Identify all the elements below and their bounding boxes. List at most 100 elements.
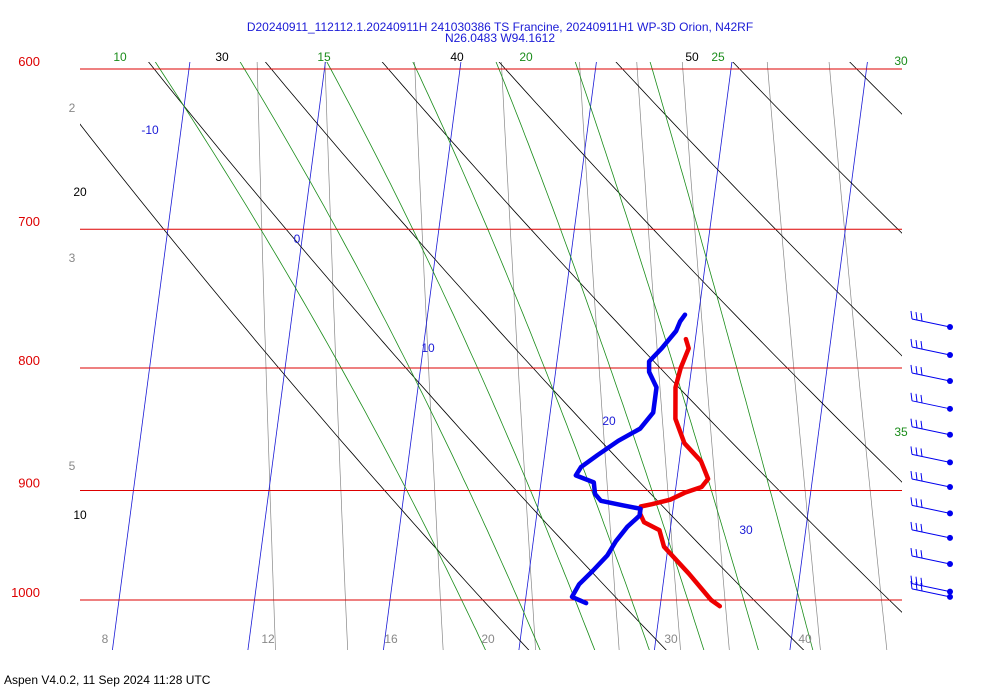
sounding-profiles — [569, 312, 723, 609]
wind-barb-staff — [911, 426, 951, 436]
wind-barb-flag — [910, 446, 913, 455]
wind-barb — [910, 580, 953, 600]
isotherm-line — [518, 62, 597, 650]
wind-barb-flag — [910, 547, 913, 557]
mixing-ratio-line — [766, 62, 821, 650]
wind-barb — [910, 575, 953, 595]
moist-adiabat-label: 35 — [894, 425, 908, 439]
wind-barb — [910, 392, 953, 412]
wind-barb-flag — [910, 521, 913, 530]
wind-barb — [910, 364, 953, 384]
isobar-lines — [80, 68, 902, 601]
wind-barb-flag — [910, 580, 913, 589]
wind-barb-staff — [911, 400, 951, 410]
wind-barb-flag — [920, 366, 923, 376]
wind-barb-flag — [910, 310, 913, 320]
wind-barb-flag — [910, 470, 913, 480]
mixing-ratio-tick-label: 12 — [261, 632, 275, 646]
wind-barb — [910, 521, 953, 541]
dry-adiabat-line — [849, 62, 902, 115]
wind-barb-dot — [947, 459, 953, 466]
wind-barb-staff — [911, 453, 951, 463]
footer-version: Aspen V4.0.2, 11 Sep 2024 11:28 UTC — [4, 673, 211, 687]
moist-adiabat-label: 20 — [519, 50, 533, 64]
wind-barb-staff — [911, 346, 951, 356]
wind-barb-staff — [911, 555, 951, 565]
wind-barb-flag — [915, 393, 918, 402]
dry-adiabat-label: 20 — [73, 185, 87, 199]
dry-adiabat-line — [148, 62, 667, 650]
dewpoint-profile — [569, 312, 688, 606]
dry-adiabat-label: 30 — [215, 50, 229, 64]
wind-barb-flag — [910, 418, 913, 427]
wind-barb-flag — [915, 447, 918, 456]
isotherm-lines — [0, 0, 868, 661]
isotherm-line — [383, 62, 462, 650]
pressure-label: 800 — [18, 353, 40, 368]
wind-barb-staff — [911, 478, 951, 488]
wind-barb-staff — [911, 529, 951, 539]
wind-barb-flag — [915, 419, 918, 428]
dry-adiabat-line — [498, 62, 902, 483]
isotherm-label: 30 — [739, 523, 753, 537]
mixing-ratio-lines — [256, 62, 888, 650]
chart-subtitle-location: N26.0483 W94.1612 — [444, 31, 556, 45]
mixing-ratio-line — [828, 62, 888, 650]
wind-barb-flag — [910, 497, 913, 506]
mixing-ratio-line — [256, 62, 276, 650]
moist-adiabat-label: 30 — [894, 54, 908, 68]
moist-adiabat-line — [649, 62, 814, 650]
wind-barbs — [910, 310, 953, 600]
pressure-label: 900 — [18, 475, 40, 490]
wind-barb-dot — [947, 405, 953, 412]
wind-barb — [910, 470, 953, 491]
wind-barb-flag — [910, 575, 913, 584]
mixing-ratio-tick-label: 30 — [664, 632, 678, 646]
wind-barb — [910, 310, 953, 330]
dry-adiabat-label: 40 — [450, 50, 464, 64]
dry-adiabat-lines — [80, 62, 902, 650]
dry-adiabat-label: 10 — [73, 508, 87, 522]
mixing-ratio-line — [681, 62, 730, 650]
mixing-ratio-tick-label: 40 — [798, 632, 812, 646]
wind-barb-flag — [915, 471, 918, 481]
wind-barb-flag — [915, 311, 918, 321]
mixing-ratio-label: 2 — [69, 101, 76, 115]
wind-barb-flag — [920, 550, 923, 559]
wind-barb-flag — [915, 339, 918, 349]
dry-adiabat-line — [80, 123, 530, 650]
wind-barb-flag — [920, 582, 923, 592]
dry-adiabat-label: 50 — [685, 50, 699, 64]
moist-adiabat-label: 10 — [113, 50, 127, 64]
wind-barb-dot — [947, 323, 953, 330]
dry-adiabat-line — [732, 62, 902, 234]
wind-barb-staff — [911, 504, 951, 514]
isotherm-line — [0, 0, 63, 661]
pressure-label: 700 — [18, 214, 40, 229]
moist-adiabat-line — [154, 62, 486, 650]
wind-barb — [910, 446, 953, 466]
mixing-ratio-tick-label: 8 — [102, 632, 109, 646]
pressure-label: 1000 — [11, 585, 40, 600]
wind-barb-flag — [915, 576, 918, 585]
isotherm-label: 10 — [421, 341, 435, 355]
mixing-ratio-line — [579, 62, 620, 650]
wind-barb-dot — [947, 588, 953, 595]
isotherm-label: -10 — [141, 123, 159, 137]
wind-barb-flag — [915, 365, 918, 375]
wind-barb — [910, 338, 953, 358]
mixing-ratio-line — [636, 62, 681, 650]
mixing-ratio-line — [324, 62, 349, 650]
wind-barb-flag — [915, 522, 918, 532]
wind-barb — [910, 547, 953, 568]
isotherm-line — [112, 62, 191, 650]
moist-adiabat-label: 25 — [711, 50, 725, 64]
chart-title: D20240911_112112.1.20240911H 241030386 T… — [246, 20, 754, 34]
isotherm-line — [247, 62, 326, 650]
mixing-ratio-line — [414, 62, 444, 650]
wind-barb — [910, 418, 953, 438]
moist-adiabat-line — [495, 62, 705, 650]
mixing-ratio-tick-label: 20 — [481, 632, 495, 646]
wind-barb-dot — [947, 534, 953, 541]
